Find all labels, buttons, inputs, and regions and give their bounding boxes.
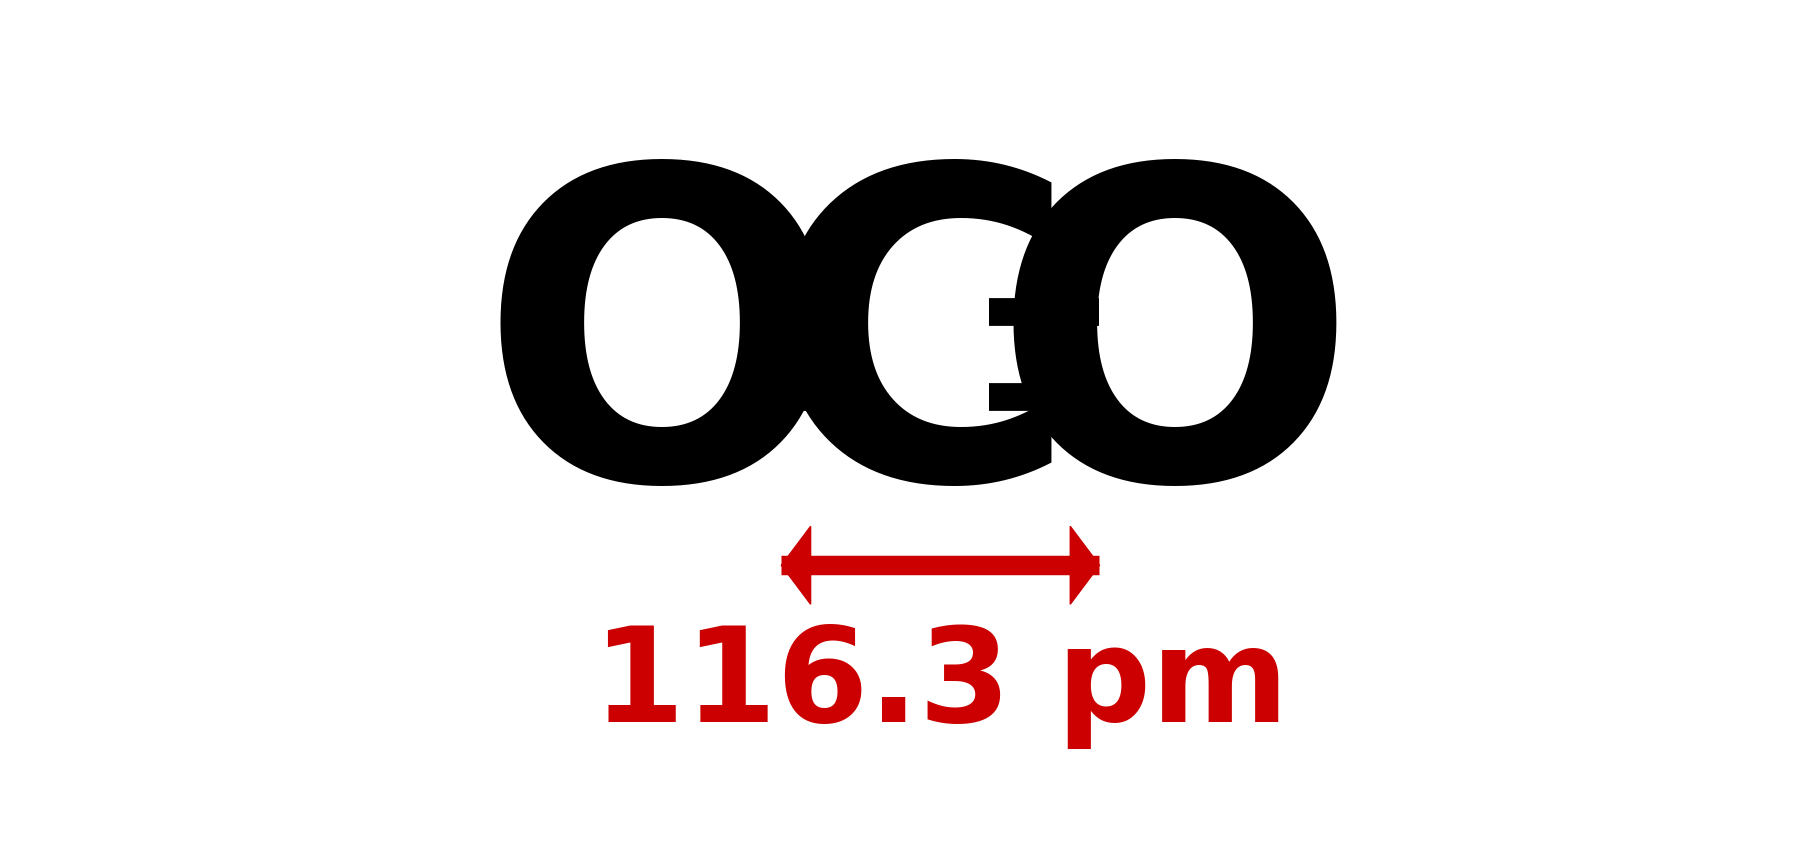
Text: C: C	[764, 152, 1078, 570]
Text: 116.3 pm: 116.3 pm	[593, 622, 1288, 749]
Polygon shape	[782, 526, 810, 604]
Polygon shape	[1071, 526, 1100, 604]
Text: O: O	[478, 152, 845, 570]
Text: O: O	[992, 152, 1357, 570]
